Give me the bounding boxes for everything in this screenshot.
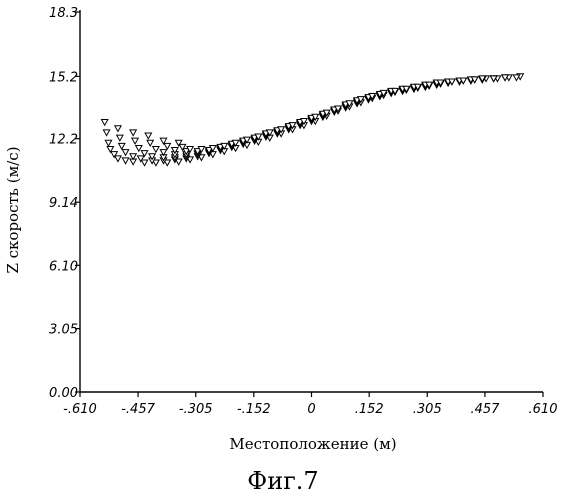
data-point	[117, 135, 123, 141]
data-point	[115, 126, 121, 132]
x-tick-label: .457	[470, 402, 500, 417]
chart-axes	[80, 10, 543, 392]
data-point	[105, 140, 111, 146]
figure-caption: Фиг.7	[247, 467, 318, 495]
x-tick-label: -.457	[121, 402, 155, 417]
x-tick-label: -.610	[63, 402, 97, 417]
data-point	[153, 146, 159, 152]
y-tick-label: 0.00	[49, 386, 78, 401]
data-point	[122, 150, 128, 156]
y-tick-label: 18.3	[49, 6, 78, 21]
data-point	[145, 133, 151, 139]
axis-lines	[80, 10, 543, 392]
y-tick-label: 6.10	[49, 259, 78, 274]
data-point	[141, 160, 147, 166]
data-point	[132, 138, 138, 144]
data-point	[130, 130, 136, 136]
y-tick-label: 3.05	[49, 323, 78, 338]
y-tick-label: 9.14	[49, 196, 78, 211]
x-tick-label: -.305	[179, 402, 213, 417]
x-tick-label: 0	[307, 402, 315, 417]
x-tick-label: .152	[355, 402, 384, 417]
data-point	[101, 119, 107, 125]
y-tick-label: 12.2	[49, 133, 78, 148]
y-axis-label: Z скорость (м/с)	[4, 146, 22, 273]
x-tick-label: .305	[413, 402, 442, 417]
x-tick-label: .610	[529, 402, 558, 417]
data-point	[103, 130, 109, 136]
data-points	[101, 74, 523, 166]
series-6	[175, 77, 477, 152]
y-tick-label: 15.2	[49, 70, 78, 85]
data-point	[147, 140, 153, 146]
x-axis-label: Местоположение (м)	[229, 435, 396, 453]
data-point	[122, 158, 128, 164]
data-point	[115, 156, 121, 162]
series-3	[130, 75, 508, 161]
y-axis-ticks: 0.00 3.05 6.10 9.14 12.2 15.2 18.3	[49, 6, 80, 401]
data-point	[119, 143, 125, 149]
data-point	[164, 143, 170, 149]
x-axis-ticks: -.610 -.457 -.305 -.152 0 .152 .305 .457 .610	[63, 392, 557, 417]
x-tick-label: -.152	[237, 402, 271, 417]
